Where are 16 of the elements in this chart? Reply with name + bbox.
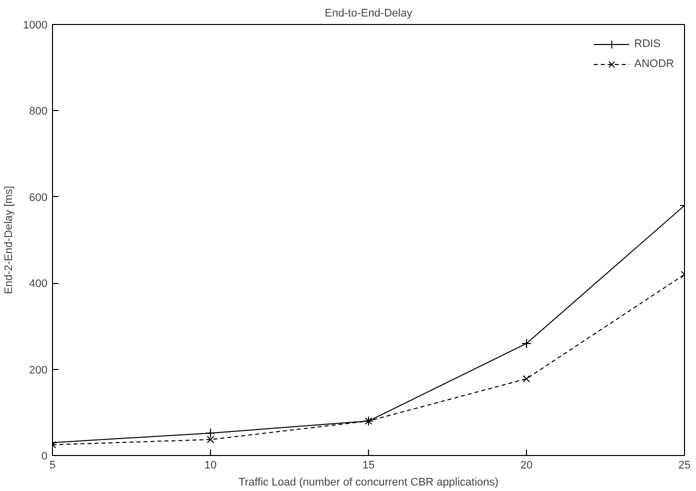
x-tick-label: 25 — [678, 460, 691, 472]
y-tick-label: 0 — [41, 450, 48, 462]
x-tick-label: 5 — [49, 460, 56, 472]
y-tick-label: 600 — [29, 192, 48, 204]
chart-title: End-to-End-Delay — [324, 8, 413, 20]
x-tick-label: 10 — [204, 460, 217, 472]
y-tick-label: 400 — [29, 278, 48, 290]
legend-label: ANODR — [634, 58, 674, 70]
y-tick-label: 200 — [29, 364, 48, 376]
y-axis-title: End-2-End-Delay [ms] — [3, 186, 16, 294]
y-tick-label: 1000 — [23, 20, 48, 32]
x-axis-title: Traffic Load (number of concurrent CBR applications) — [238, 476, 498, 488]
y-tick-label: 800 — [29, 106, 48, 118]
legend-label: RDIS — [634, 38, 661, 50]
x-tick-label: 15 — [362, 460, 375, 472]
x-tick-label: 20 — [520, 460, 533, 472]
